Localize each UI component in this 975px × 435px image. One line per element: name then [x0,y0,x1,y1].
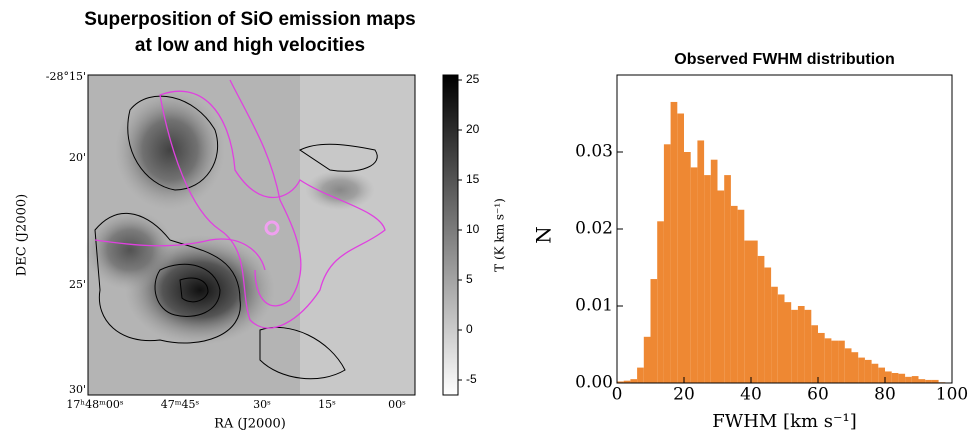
bar [677,114,684,384]
x-tick-label: 30ˢ [253,398,271,411]
bar [898,374,905,383]
y-axis-label: N [532,226,556,244]
bar [697,140,704,383]
x-axis-label: RA (J2000) [214,417,286,432]
bar [811,325,818,383]
bar [758,256,765,383]
y-tick-label: 30' [69,383,86,396]
bar [865,360,872,383]
colorbar-tick-label: 15 [466,172,480,186]
bar [664,144,671,383]
bar [778,294,785,383]
x-tick-label: 40 [740,385,762,405]
x-tick-label: 0 [612,385,623,405]
x-tick-label: 100 [936,385,968,405]
colorbar-tick-label: 5 [466,272,473,286]
bar [872,364,879,383]
map-image [85,75,415,395]
bar [838,341,845,383]
y-tick-label: 0.02 [575,219,613,239]
bar [791,310,798,383]
chart-title: at low and high velocities [135,35,365,56]
x-tick-label: 80 [874,385,896,405]
bar [764,268,771,384]
colorbar-tick-label: 25 [466,72,480,86]
colorbar [443,75,458,395]
chart-title: Superposition of SiO emission maps [84,9,416,30]
chart-title: Observed FWHM distribution [674,51,894,68]
colorbar-label: T (K km s⁻¹) [493,198,507,272]
y-axis-label: DEC (J2000) [15,194,30,276]
y-tick-label: -28°15' [46,70,86,83]
bar [724,175,731,383]
bar [905,377,912,383]
x-tick-label: 60 [807,385,829,405]
x-tick-label: 15ˢ [318,398,336,411]
bar [831,341,838,383]
bar [731,206,738,383]
bar [751,241,758,383]
bar [671,102,678,383]
colorbar-tick-label: -5 [466,372,477,386]
bar [825,338,832,383]
bar [845,348,852,383]
bar [711,160,718,383]
x-tick-label: 47ᵐ45ˢ [161,398,200,411]
bar [798,306,805,383]
x-axis-label: FWHM [km s⁻¹] [712,411,857,432]
bar [858,358,865,383]
colorbar-tick-label: 10 [466,222,480,236]
y-tick-label: 20' [69,151,86,164]
bar [738,210,745,383]
bar [805,310,812,383]
x-tick-label: 17ʰ48ᵐ00ˢ [66,398,123,411]
figure: Superposition of SiO emission maps at low… [0,0,975,435]
bar [651,279,658,383]
colorbar-tick-label: 0 [466,322,473,336]
bar [704,175,711,383]
colorbar-tick-label: 20 [466,122,480,136]
y-tick-label: 0.03 [575,142,613,162]
bar [644,337,651,383]
bar [818,333,825,383]
y-tick-label: 0.01 [575,296,613,316]
bar [878,368,885,383]
bar [885,371,892,383]
bar [892,373,899,383]
bar [744,241,751,383]
bar [785,302,792,383]
bar [657,221,664,383]
bar [684,152,691,383]
bar [852,352,859,383]
y-tick-label: 25' [69,278,86,291]
bar [919,379,926,383]
x-tick-label: 20 [673,385,695,405]
bar [771,287,778,383]
bar [691,167,698,383]
bar [637,368,644,383]
bar [630,379,637,383]
x-tick-label: 00ˢ [388,398,406,411]
bar [912,376,919,383]
bar [718,191,725,384]
y-tick-label: 0.00 [575,373,613,393]
